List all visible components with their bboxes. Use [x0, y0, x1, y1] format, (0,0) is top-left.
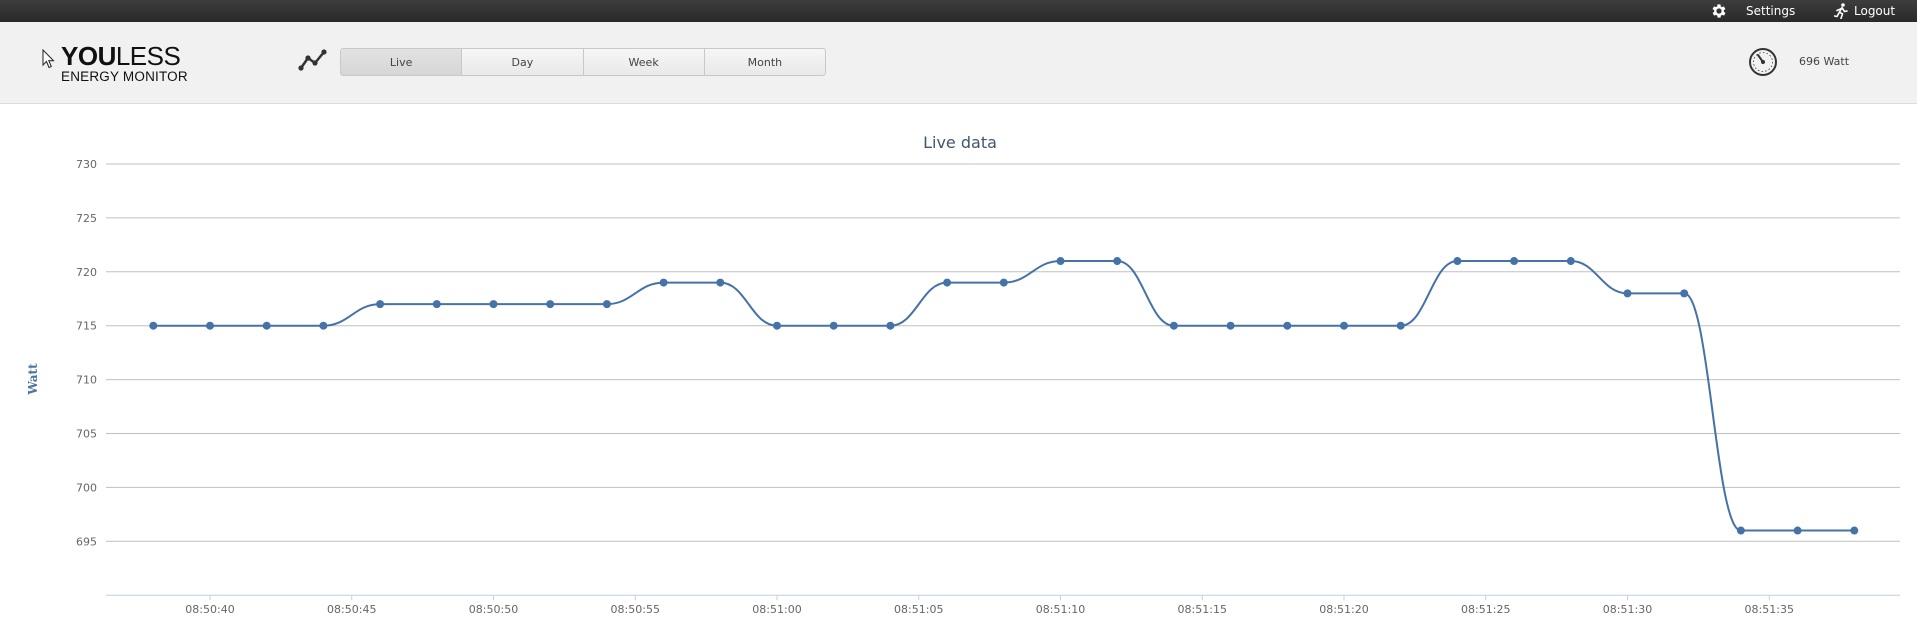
logo-subtitle: ENERGY MONITOR	[61, 69, 188, 84]
data-point	[886, 321, 895, 330]
data-point	[1113, 257, 1122, 266]
y-tick-label: 710	[76, 374, 97, 387]
y-tick-label: 695	[76, 535, 97, 548]
gear-icon	[1712, 4, 1726, 18]
data-point	[659, 278, 668, 287]
data-point	[829, 321, 838, 330]
x-tick-labels: 08:50:40 08:50:45 08:50:50 08:50:55 08:51:00…	[185, 595, 1794, 616]
data-point	[546, 300, 555, 309]
data-point	[206, 321, 214, 330]
logout-link[interactable]: Logout	[1834, 0, 1895, 22]
data-point	[432, 300, 441, 309]
x-tick-label: 08:51:05	[894, 603, 943, 616]
y-axis-label: Watt	[26, 363, 40, 396]
logout-label: Logout	[1854, 4, 1896, 18]
settings-label: Settings	[1746, 4, 1796, 18]
x-tick-label: 08:50:55	[611, 603, 660, 616]
data-point	[262, 321, 271, 330]
data-point	[1283, 321, 1292, 330]
data-point	[1396, 321, 1405, 330]
series-line	[153, 260, 1855, 532]
data-point	[1793, 526, 1802, 535]
data-point	[1453, 257, 1462, 266]
chart-title: Live data	[923, 133, 997, 152]
running-man-icon	[1834, 3, 1848, 19]
data-point	[376, 300, 385, 309]
header: YOULESS ENERGY MONITOR Live Day Week Mon…	[0, 22, 1917, 104]
data-point	[489, 300, 498, 309]
x-tick-label: 08:50:45	[327, 603, 376, 616]
mouse-pointer-icon	[42, 49, 55, 69]
data-point	[602, 300, 611, 309]
tab-week[interactable]: Week	[584, 49, 705, 75]
data-point	[1680, 289, 1689, 298]
data-point	[1169, 321, 1178, 330]
y-tick-label: 705	[76, 428, 97, 441]
data-point	[773, 321, 781, 330]
logo-light: LESS	[115, 41, 181, 71]
x-tick-label: 08:50:50	[469, 603, 518, 616]
logo-bold: YOU	[61, 41, 116, 71]
data-points	[149, 257, 1859, 535]
line-chart-icon	[298, 49, 327, 71]
tab-month[interactable]: Month	[747, 55, 783, 69]
data-point	[1510, 257, 1519, 266]
y-tick-label: 715	[76, 320, 97, 333]
live-chart: Live data Watt 695700705710715720725730 …	[26, 133, 1900, 616]
data-point	[999, 278, 1008, 287]
data-point	[1736, 526, 1745, 535]
x-tick-label: 08:51:35	[1745, 603, 1794, 616]
data-point	[716, 278, 725, 287]
grid-lines	[106, 163, 1900, 596]
top-bar: Settings Logout	[0, 0, 1917, 22]
data-point	[1226, 321, 1235, 330]
data-point	[319, 321, 328, 330]
x-tick-label: 08:51:15	[1178, 603, 1227, 616]
x-tick-label: 08:51:20	[1319, 603, 1368, 616]
data-point	[149, 321, 158, 330]
y-tick-label: 720	[76, 266, 97, 279]
y-tick-label: 730	[76, 158, 97, 171]
x-tick-label: 08:51:10	[1036, 603, 1085, 616]
y-tick-label: 725	[76, 212, 97, 225]
data-point	[1340, 321, 1348, 330]
tab-day[interactable]: Day	[462, 49, 584, 75]
y-tick-label: 700	[76, 481, 97, 494]
gauge-icon	[1749, 48, 1777, 76]
data-point	[1850, 526, 1859, 535]
current-power: 696 Watt	[1799, 55, 1850, 68]
logo: YOULESS ENERGY MONITOR	[61, 43, 188, 84]
x-tick-label: 08:51:00	[752, 603, 801, 616]
x-tick-label: 08:50:40	[185, 603, 234, 616]
tab-live[interactable]: Live	[341, 49, 463, 75]
data-point	[1056, 257, 1065, 266]
data-point	[1566, 257, 1575, 266]
settings-link[interactable]: Settings	[1710, 0, 1795, 22]
data-point	[943, 278, 952, 287]
period-tabs: Live Day Week Month	[340, 48, 826, 76]
y-tick-labels: 695 700 705 710 715 720 725 730	[76, 158, 97, 548]
data-point	[1623, 289, 1632, 298]
x-tick-label: 08:51:30	[1603, 603, 1652, 616]
x-tick-label: 08:51:25	[1461, 603, 1510, 616]
